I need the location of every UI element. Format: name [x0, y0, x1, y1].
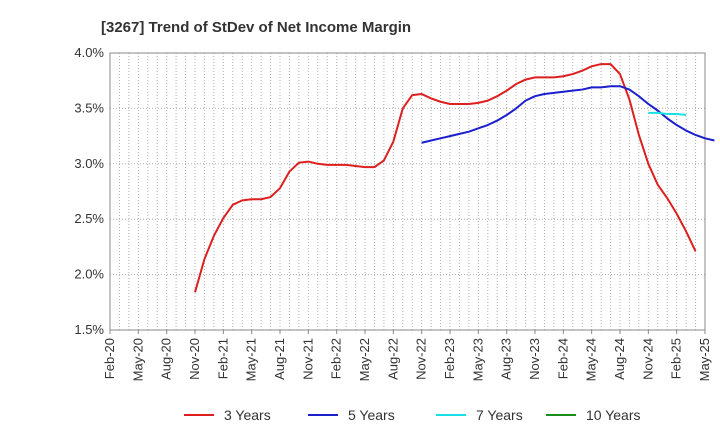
x-tick-label: May-20 — [130, 338, 145, 381]
series-line-3-years — [194, 63, 697, 293]
legend-item: 3 Years — [184, 407, 271, 423]
x-tick-label: Aug-22 — [385, 338, 400, 380]
x-tick-label: Feb-24 — [555, 338, 570, 379]
x-tick-label: Nov-20 — [187, 338, 202, 380]
x-tick-label: Aug-21 — [272, 338, 287, 380]
x-tick-label: Feb-20 — [102, 338, 117, 379]
x-tick-label: Nov-22 — [414, 338, 429, 380]
x-tick-label: May-23 — [470, 338, 485, 381]
series-line-5-years — [421, 85, 715, 144]
x-tick-label: Feb-25 — [669, 338, 684, 379]
x-tick-label: Aug-23 — [499, 338, 514, 380]
x-tick-label: May-24 — [584, 338, 599, 381]
y-tick-label: 1.5% — [74, 322, 104, 337]
x-tick-label: Feb-21 — [215, 338, 230, 379]
legend-label: 3 Years — [224, 407, 271, 423]
x-tick-label: Aug-20 — [159, 338, 174, 380]
x-tick-label: May-21 — [244, 338, 259, 381]
legend-item: 10 Years — [546, 407, 641, 423]
y-tick-label: 3.5% — [74, 100, 104, 115]
legend-label: 10 Years — [586, 407, 641, 423]
gridlines — [109, 52, 706, 331]
y-tick-label: 2.0% — [74, 267, 104, 282]
x-tick-label: May-22 — [357, 338, 372, 381]
plot-frame — [109, 52, 706, 331]
legend-item: 7 Years — [436, 407, 523, 423]
x-tick-label: Nov-23 — [527, 338, 542, 380]
series-lines — [194, 63, 715, 293]
chart-title: [3267] Trend of StDev of Net Income Marg… — [101, 19, 411, 36]
x-tick-label: Feb-22 — [329, 338, 344, 379]
axes: 1.5% 2.0% 2.5% 3.0% 3.5% 4.0% Feb-20 May-20 Aug-… — [74, 45, 712, 381]
y-tick-label: 3.0% — [74, 156, 104, 171]
legend-label: 7 Years — [476, 407, 523, 423]
legend-label: 5 Years — [348, 407, 395, 423]
y-tick-label: 4.0% — [74, 45, 104, 60]
x-tick-label: May-25 — [697, 338, 712, 381]
x-tick-label: Feb-23 — [442, 338, 457, 379]
x-tick-label: Aug-24 — [612, 338, 627, 380]
x-tick-label: Nov-21 — [300, 338, 315, 380]
x-tick-label: Nov-24 — [640, 338, 655, 380]
legend-item: 5 Years — [308, 407, 395, 423]
legend: 3 Years 5 Years 7 Years 10 Years — [184, 407, 641, 423]
y-tick-label: 2.5% — [74, 211, 104, 226]
series-line-7-years — [648, 111, 687, 117]
